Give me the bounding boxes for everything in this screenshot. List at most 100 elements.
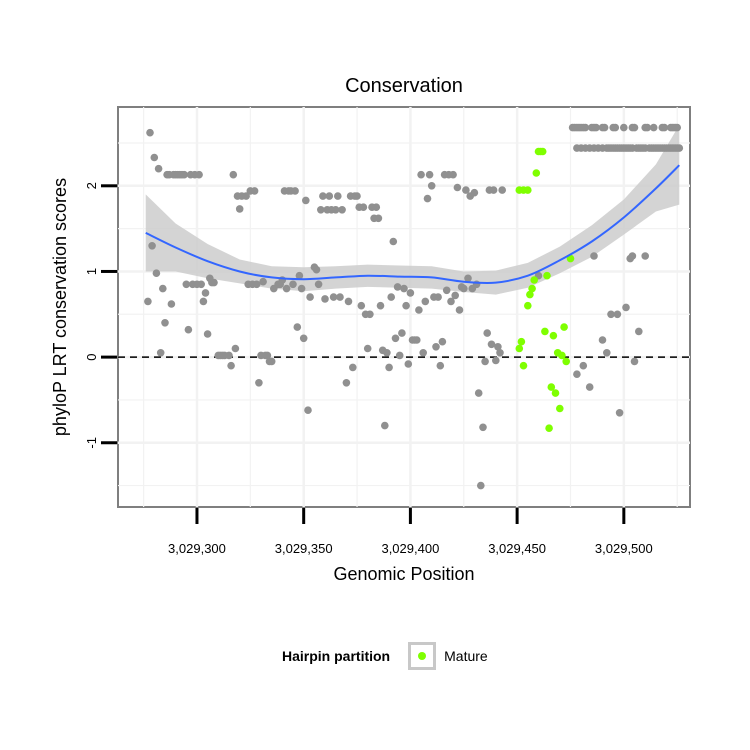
other-point: [496, 349, 504, 357]
other-point: [483, 329, 492, 337]
other-point: [235, 205, 244, 213]
x-tick-label: 3,029,450: [488, 541, 546, 556]
other-point: [267, 357, 276, 366]
mature-point: [545, 424, 553, 433]
other-point: [363, 344, 372, 353]
other-point: [675, 144, 684, 152]
other-point: [460, 284, 468, 293]
other-point: [383, 349, 391, 357]
other-point: [585, 383, 594, 391]
x-axis-label: Genomic Position: [333, 564, 474, 584]
grid-lines: [118, 107, 690, 507]
other-point: [630, 123, 639, 132]
other-point: [357, 301, 366, 310]
y-tick-label: 0: [84, 353, 99, 360]
mature-point: [562, 357, 570, 366]
other-point: [592, 123, 600, 132]
other-points: [144, 123, 684, 490]
other-point: [630, 357, 639, 366]
other-point: [180, 170, 188, 179]
other-point: [391, 334, 400, 343]
other-point: [464, 274, 472, 283]
other-point: [167, 300, 176, 308]
chart-title: Conservation: [345, 75, 463, 97]
other-point: [395, 351, 404, 360]
legend-title: Hairpin partition: [282, 648, 391, 664]
other-point: [319, 192, 327, 200]
other-point: [152, 269, 161, 278]
other-point: [573, 370, 581, 379]
other-point: [579, 361, 588, 370]
other-point: [374, 214, 383, 223]
other-point: [494, 343, 502, 351]
other-point: [419, 349, 428, 357]
other-point: [432, 343, 440, 351]
mature-point: [566, 254, 575, 263]
other-point: [620, 123, 628, 132]
other-point: [498, 186, 507, 194]
other-point: [250, 187, 259, 195]
other-point: [398, 329, 406, 337]
other-point: [447, 297, 455, 306]
other-point: [643, 123, 652, 132]
other-point: [423, 194, 432, 203]
mature-point: [515, 344, 524, 353]
mature-point: [551, 389, 560, 397]
other-point: [415, 306, 423, 314]
other-point: [263, 351, 272, 360]
other-point: [353, 192, 361, 200]
mature-point: [560, 323, 568, 331]
other-point: [406, 289, 415, 297]
other-point: [393, 283, 402, 291]
mature-point: [526, 290, 534, 299]
other-point: [598, 336, 607, 344]
other-point: [184, 325, 193, 334]
other-point: [150, 153, 159, 162]
other-point: [436, 361, 445, 370]
other-point: [628, 252, 637, 260]
y-axis-label: phyloP LRT conservation scores: [50, 178, 70, 436]
y-axis: -1 0 1 2: [84, 182, 117, 449]
mature-point: [519, 361, 528, 370]
other-point: [182, 280, 191, 289]
other-point: [622, 303, 630, 312]
other-point: [611, 123, 620, 132]
y-tick-label: 1: [84, 268, 99, 275]
other-point: [342, 379, 351, 387]
other-point: [487, 340, 496, 349]
other-point: [389, 237, 398, 246]
other-point: [195, 170, 203, 179]
other-point: [449, 170, 457, 179]
other-point: [210, 278, 218, 287]
other-point: [146, 128, 154, 137]
other-point: [427, 182, 436, 190]
other-point: [372, 203, 381, 211]
other-point: [344, 297, 353, 306]
x-tick-label: 3,029,350: [275, 541, 333, 556]
other-point: [242, 192, 250, 200]
other-point: [154, 164, 163, 173]
mature-point: [524, 186, 532, 194]
other-point: [660, 123, 669, 132]
legend-marker-mature: [418, 652, 427, 660]
mature-point: [530, 276, 538, 284]
other-point: [438, 337, 447, 346]
mature-point: [541, 327, 549, 336]
other-point: [201, 289, 210, 297]
other-point: [225, 351, 233, 360]
other-point: [229, 170, 238, 179]
other-point: [359, 203, 368, 211]
other-point: [336, 293, 344, 301]
other-point: [603, 349, 611, 357]
other-point: [590, 252, 598, 260]
other-point: [376, 301, 385, 310]
mature-point: [556, 404, 564, 413]
other-point: [455, 306, 464, 314]
mature-point: [528, 284, 536, 293]
other-point: [673, 123, 681, 132]
other-point: [148, 242, 156, 250]
mature-point: [538, 147, 547, 156]
other-point: [203, 330, 212, 338]
other-point: [349, 363, 357, 372]
other-point: [297, 284, 306, 293]
